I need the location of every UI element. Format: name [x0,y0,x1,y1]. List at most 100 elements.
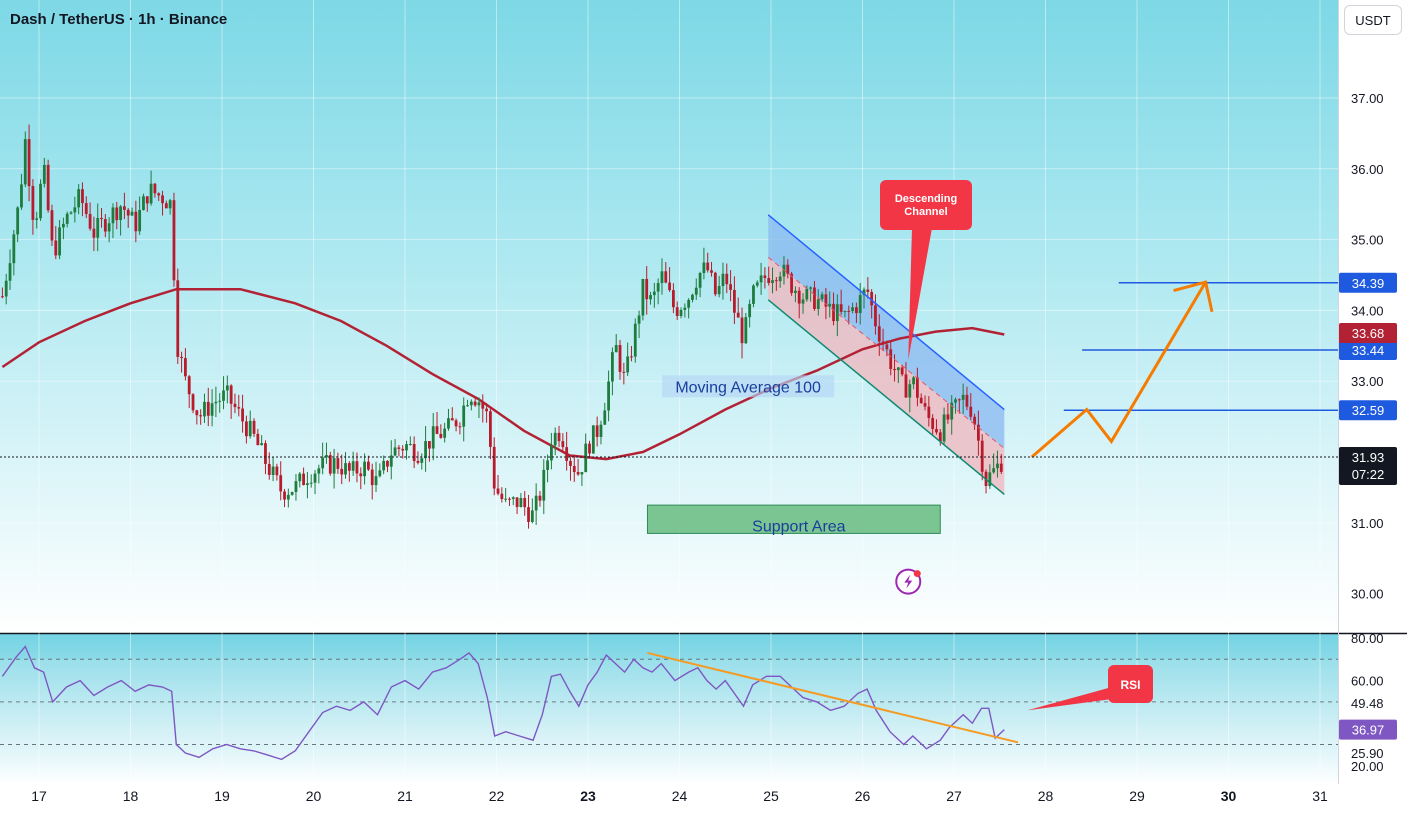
candle-down [733,289,736,313]
time-tick-label: 29 [1129,788,1145,804]
time-tick-label: 24 [672,788,688,804]
channel-callout-pointer [908,228,932,360]
candle-down [713,272,717,295]
candle-up [519,498,523,508]
candle-up [679,309,683,316]
candle-down [523,498,527,508]
candle-up [656,283,660,292]
moving-average-label: Moving Average 100 [675,379,821,396]
candle-down [386,460,389,467]
candle-up [652,291,656,296]
candle-up [408,444,412,446]
candle-up [298,473,302,482]
candle-up [511,497,515,499]
candle-up [466,405,469,407]
candle-down [172,200,176,281]
candle-up [809,287,813,289]
rsi-trendline [647,651,1019,744]
candle-down [885,344,889,350]
candle-up [580,472,584,475]
candle-down [763,275,767,279]
candle-down [935,428,938,433]
candle-up [62,223,65,228]
candle-down [279,475,283,492]
candle-down [508,498,511,500]
candle-up [702,262,706,273]
candle-down [980,440,984,472]
candle-down [595,425,599,437]
candle-down [359,473,363,477]
candle-up [961,394,965,400]
candle-up [614,344,618,353]
candle-up [683,307,687,310]
candle-down [370,469,374,486]
candle-up [816,299,820,309]
rsi-callout-pointer [1027,687,1112,711]
candle-up [912,377,915,385]
candle-down [557,432,561,442]
candle-down [965,394,969,407]
candle-down [668,282,671,291]
candle-down [866,289,870,292]
candle-down [161,195,164,204]
candle-up [20,184,23,208]
candle-down [565,447,569,461]
price-tick-label: 30.00 [1351,587,1384,602]
candle-down [790,273,793,293]
candle-down [904,374,908,398]
currency-button[interactable]: USDT [1344,5,1402,35]
candle-up [65,213,69,224]
candle-down [900,367,904,375]
candle-down [588,443,591,454]
candle-down [157,193,161,196]
candle-down [412,444,416,461]
time-tick-label: 20 [306,788,322,804]
support-area-label: Support Area [752,518,846,535]
chart-title: Dash / TetherUS · 1h · Binance [10,11,228,28]
target-level-tag [1339,272,1397,293]
candle-up [828,303,832,307]
candle-up [119,206,122,221]
candle-up [534,495,538,511]
candle-up [389,455,393,467]
candle-up [271,466,275,475]
channel-callout-text-line1: Descending [895,193,957,205]
candle-up [405,444,408,451]
candle-down [957,399,961,401]
candle-down [176,280,180,357]
candle-up [858,295,862,314]
candle-down [450,418,454,421]
candle-up [996,463,999,469]
annotation-labels: Support Area Moving Average 100 Descending… [662,180,1153,711]
candle-up [35,218,39,220]
candle-down [1,296,4,298]
channel-callout-text-line2: Channel [904,206,947,218]
moving-average-value: 33.68 [1352,326,1385,341]
candle-down [527,507,530,522]
candle-up [382,460,386,471]
candle-up [138,210,142,232]
rsi-tick-label: 80.00 [1351,631,1384,646]
candle-down [180,356,183,359]
time-tick-label: 17 [31,788,47,804]
candle-down [538,495,542,501]
candle-down [973,416,976,425]
candle-up [149,183,153,204]
projection-arrowhead [1173,280,1214,313]
candle-up [805,288,809,300]
candle-up [820,294,824,300]
drawing-overlays [0,214,1338,496]
candle-up [794,290,797,293]
candle-down [977,424,980,441]
candle-down [237,407,241,409]
candle-up [107,223,111,232]
time-tick-label: 22 [489,788,505,804]
candle-up [210,403,214,416]
time-tick-label: 23 [580,788,596,804]
candle-up [42,164,46,184]
candle-down [103,219,107,232]
candle-up [748,303,752,318]
last-price-value: 31.93 [1352,450,1385,465]
candle-up [626,356,630,373]
